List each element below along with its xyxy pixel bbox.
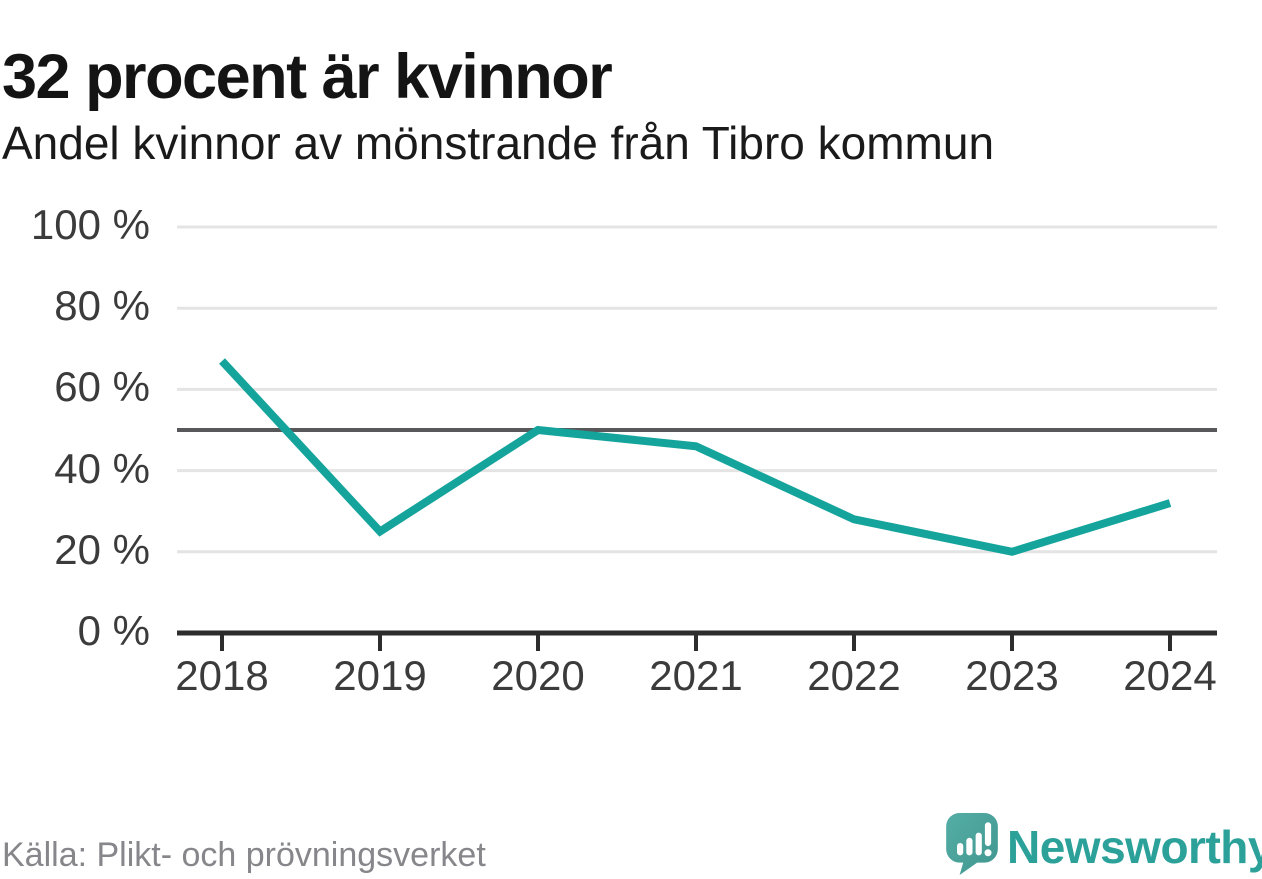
data-line-andel-kvinnor-av-mönstrande bbox=[219, 358, 1172, 556]
newsworthy-logo-icon bbox=[946, 813, 998, 875]
exclamation-glyph bbox=[984, 822, 992, 857]
chart-subtitle: Andel kvinnor av mönstrande från Tibro k… bbox=[2, 117, 995, 169]
chart-title: 32 procent är kvinnor bbox=[2, 42, 613, 113]
bar-chart-glyph bbox=[957, 832, 982, 856]
source-text: Källa: Plikt- och prövningsverket bbox=[2, 836, 486, 874]
newsworthy-logo-text: Newsworthy bbox=[1007, 821, 1262, 873]
